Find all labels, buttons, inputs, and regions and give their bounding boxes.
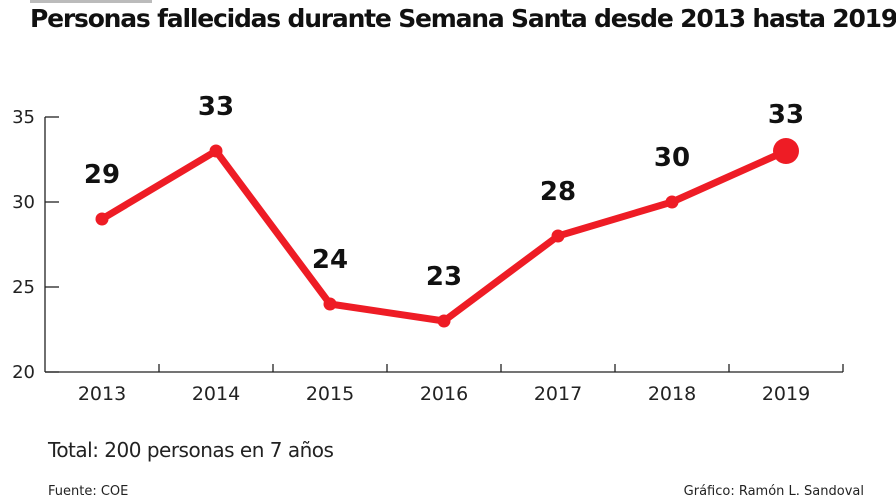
y-tick-label: 25: [12, 277, 35, 298]
y-tick-label: 35: [12, 107, 35, 128]
x-tick-label: 2016: [420, 383, 468, 405]
credit-note: Gráfico: Ramón L. Sandoval: [683, 484, 864, 499]
data-label: 33: [198, 92, 234, 122]
x-tick-label: 2017: [534, 383, 582, 405]
decorative-bar: [30, 0, 152, 3]
y-tick-label: 30: [12, 192, 35, 213]
x-tick-label: 2013: [78, 383, 126, 405]
data-label: 28: [540, 177, 576, 207]
x-tick-label: 2018: [648, 383, 696, 405]
data-point: [323, 297, 337, 311]
source-note: Fuente: COE: [48, 484, 129, 499]
data-point: [95, 212, 109, 226]
x-tick-label: 2014: [192, 383, 240, 405]
data-point: [551, 229, 565, 243]
x-tick-label: 2019: [762, 383, 810, 405]
data-label: 33: [768, 100, 804, 130]
data-point: [665, 195, 679, 209]
data-point: [209, 144, 223, 158]
data-label: 29: [84, 160, 120, 190]
total-note: Total: 200 personas en 7 años: [48, 438, 334, 462]
chart-title: Personas fallecidas durante Semana Santa…: [30, 4, 896, 33]
data-label: 23: [426, 262, 462, 292]
data-label: 30: [654, 143, 690, 173]
data-point: [437, 314, 451, 328]
series-line: [100, 147, 788, 325]
y-tick-label: 20: [12, 362, 35, 383]
data-label: 24: [312, 245, 348, 275]
x-tick-label: 2015: [306, 383, 354, 405]
data-point: [773, 138, 799, 164]
